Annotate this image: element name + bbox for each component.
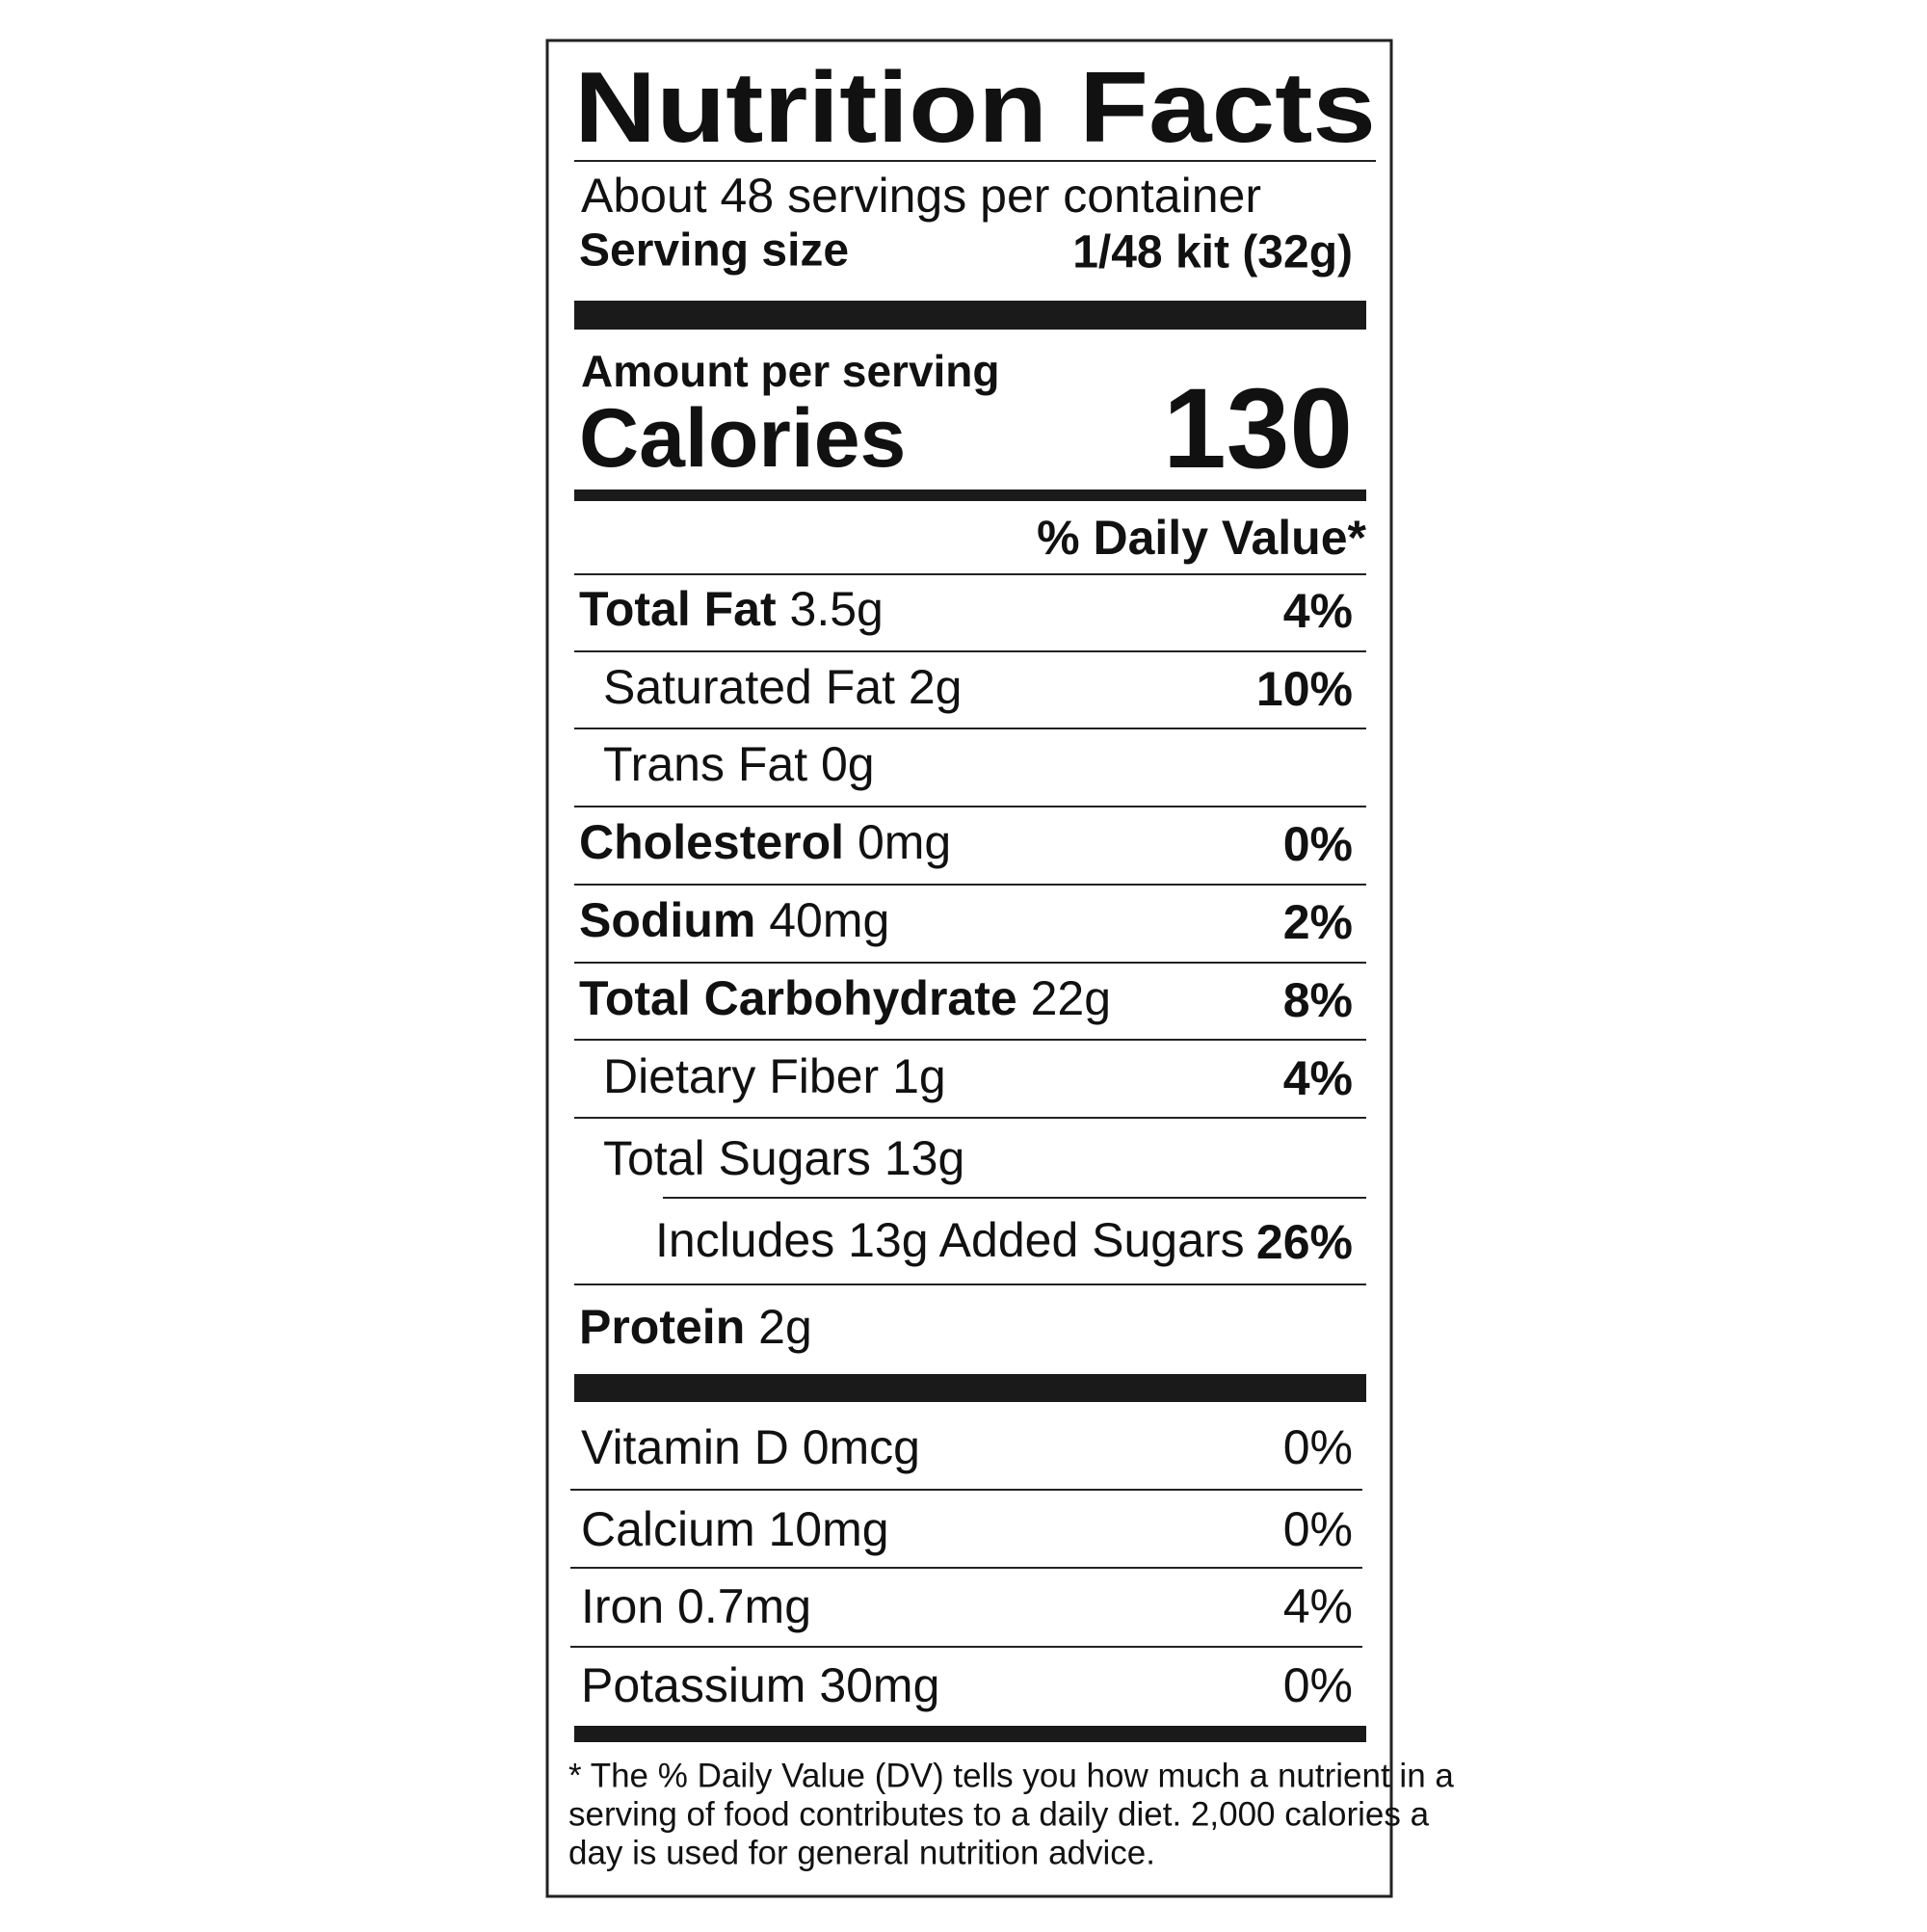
title: Nutrition Facts	[574, 52, 1376, 164]
footnote-line: * The % Daily Value (DV) tells you how m…	[568, 1758, 1454, 1795]
rule	[570, 1646, 1362, 1648]
nutrient-amount: 2g	[745, 1300, 812, 1354]
rule	[570, 1489, 1362, 1491]
serving-size-label: Serving size	[579, 225, 849, 277]
nutrient-row: Total Sugars 13g	[603, 1131, 964, 1185]
servings: About 48 servings per container	[581, 169, 1261, 223]
nutrient-name: Cholesterol	[579, 815, 844, 869]
rule	[574, 650, 1366, 652]
rule	[574, 160, 1376, 162]
bottom-bar	[574, 1726, 1366, 1742]
nutrient-row: Protein 2g	[579, 1300, 812, 1354]
nutrient-name: Total Sugars	[603, 1131, 871, 1185]
nutrient-name: Trans Fat	[603, 737, 807, 791]
vitamin-name: Vitamin D 0mcg	[581, 1420, 920, 1474]
footnote-line: day is used for general nutrition advice…	[568, 1835, 1155, 1872]
nutrient-dv: 4%	[1283, 1051, 1353, 1105]
nutrient-amount: 3.5g	[777, 582, 884, 636]
nutrient-row: Dietary Fiber 1g	[603, 1049, 946, 1103]
rule	[574, 1117, 1366, 1119]
nutrient-name: Saturated Fat	[603, 660, 895, 714]
nutrient-dv: 8%	[1283, 973, 1353, 1027]
thick-bar	[574, 1374, 1366, 1402]
nutrient-dv: 2%	[1283, 895, 1353, 949]
nutrient-row: Includes 13g Added Sugars	[655, 1213, 1245, 1267]
medium-bar	[574, 490, 1366, 501]
rule	[574, 1284, 1366, 1285]
nutrient-dv: 10%	[1256, 662, 1353, 716]
nutrient-row: Total Fat 3.5g	[579, 582, 884, 636]
vitamin-dv: 4%	[1283, 1579, 1353, 1633]
nutrient-row: Cholesterol 0mg	[579, 815, 951, 869]
nutrient-row: Saturated Fat 2g	[603, 660, 962, 714]
nutrient-name: Includes 13g Added Sugars	[655, 1213, 1245, 1267]
nutrient-name: Total Carbohydrate	[579, 971, 1017, 1025]
rule	[574, 962, 1366, 964]
nutrient-name: Dietary Fiber	[603, 1049, 879, 1103]
calories-label: Calories	[579, 392, 906, 485]
vitamin-name: Calcium 10mg	[581, 1502, 889, 1556]
nutrient-amount: 13g	[871, 1131, 964, 1185]
rule	[663, 1197, 1366, 1199]
vitamin-name: Potassium 30mg	[581, 1658, 939, 1712]
rule	[574, 573, 1366, 575]
vitamin-name: Iron 0.7mg	[581, 1579, 811, 1633]
nutrient-dv: 26%	[1256, 1215, 1353, 1269]
serving-size-value: 1/48 kit (32g)	[1072, 227, 1353, 278]
nutrient-row: Total Carbohydrate 22g	[579, 971, 1111, 1025]
nutrient-amount: 2g	[895, 660, 963, 714]
rule	[574, 884, 1366, 886]
nutrient-amount: 40mg	[755, 893, 889, 947]
nutrient-dv: 4%	[1283, 584, 1353, 638]
vitamin-dv: 0%	[1283, 1420, 1353, 1474]
nutrient-row: Trans Fat 0g	[603, 737, 875, 791]
nutrient-name: Total Fat	[579, 582, 777, 636]
rule	[574, 806, 1366, 807]
nutrient-dv: 0%	[1283, 817, 1353, 871]
rule	[574, 728, 1366, 729]
rule	[570, 1567, 1362, 1569]
footnote-line: serving of food contributes to a daily d…	[568, 1796, 1430, 1834]
rule	[574, 1039, 1366, 1041]
nutrient-name: Sodium	[579, 893, 755, 947]
label-border	[545, 39, 1393, 1898]
nutrient-amount: 0g	[807, 737, 875, 791]
vitamin-dv: 0%	[1283, 1502, 1353, 1556]
nutrient-name: Protein	[579, 1300, 745, 1354]
amount-per-serving: Amount per serving	[581, 346, 1000, 396]
daily-value-header: % Daily Value*	[1037, 511, 1366, 565]
thick-bar	[574, 301, 1366, 330]
nutrient-amount: 22g	[1017, 971, 1111, 1025]
nutrient-row: Sodium 40mg	[579, 893, 889, 947]
calories-value: 130	[1163, 365, 1353, 492]
vitamin-dv: 0%	[1283, 1658, 1353, 1712]
nutrient-amount: 0mg	[844, 815, 951, 869]
nutrient-amount: 1g	[879, 1049, 946, 1103]
